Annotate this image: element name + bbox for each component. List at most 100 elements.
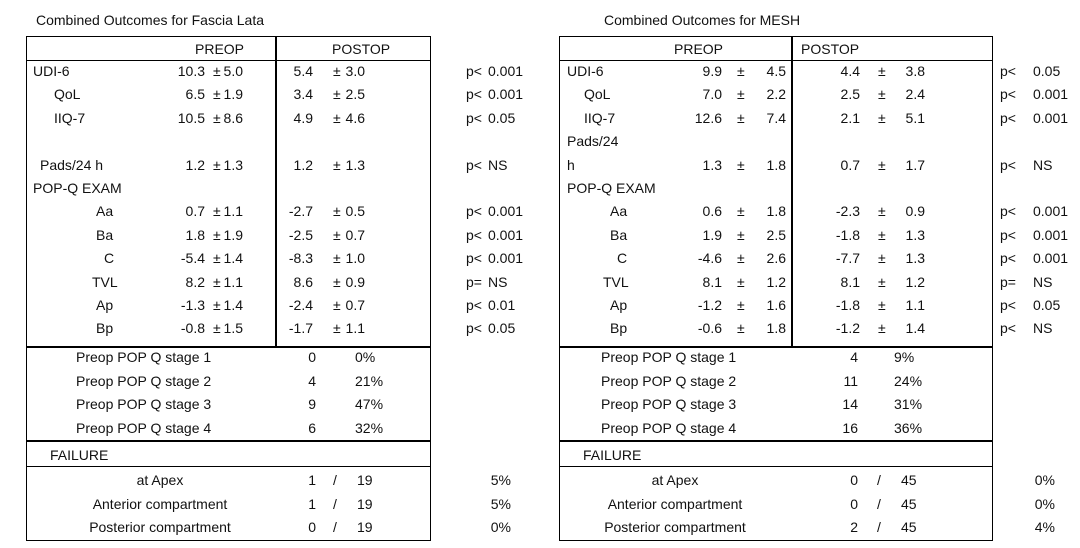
plus-minus: ± [878, 63, 886, 79]
p-value: NS [488, 156, 508, 173]
preop-header: PREOP [674, 41, 724, 57]
postop-sd: 5.1 [905, 109, 925, 126]
failure-divider [26, 440, 431, 442]
postop-sd: 1.4 [905, 320, 925, 337]
p-value: 0.05 [488, 320, 516, 337]
plus-minus: ± [737, 63, 745, 79]
postop-sd: 3.8 [905, 63, 925, 79]
p-operator: p= [1000, 273, 1016, 290]
preop-mean: 8.2 [185, 273, 205, 290]
failure-percent: 0% [1034, 472, 1055, 488]
row-label: POP-Q EXAM [33, 180, 122, 196]
plus-minus: ± [737, 320, 745, 337]
preop-sd: 5.0 [223, 63, 243, 79]
preop-mean: 1.8 [185, 226, 205, 243]
p-operator: p< [466, 86, 482, 103]
p-value: 0.01 [488, 297, 516, 313]
postop-mean: -2.4 [288, 297, 313, 313]
postop-mean: 5.4 [293, 63, 313, 79]
postop-mean: -7.7 [835, 250, 860, 267]
postop-mean: -1.8 [835, 226, 860, 243]
plus-minus: ± [213, 63, 221, 79]
row-label: QoL [54, 86, 81, 103]
postop-mean: -1.7 [288, 320, 313, 337]
p-value: NS [1033, 156, 1053, 173]
postop-mean: 8.6 [293, 273, 313, 290]
slash: / [877, 519, 881, 535]
p-operator: p< [466, 109, 482, 126]
p-operator: p< [1000, 86, 1016, 103]
postop-mean: -2.3 [835, 203, 860, 220]
failure-label: at Apex [136, 472, 184, 488]
p-operator: p= [466, 273, 482, 290]
preop-header: PREOP [195, 41, 245, 57]
plus-minus: ± [213, 86, 221, 103]
postop-sd: 0.5 [345, 203, 365, 220]
postop-sd: 0.9 [345, 273, 365, 290]
stages-divider [559, 346, 993, 348]
postop-header: POSTOP [332, 41, 391, 57]
plus-minus: ± [213, 273, 221, 290]
preop-sd: 1.8 [766, 203, 786, 220]
stage-percent: 24% [894, 372, 923, 389]
postop-sd: 0.7 [345, 226, 365, 243]
preop-mean: 10.3 [177, 63, 205, 79]
plus-minus: ± [737, 273, 745, 290]
failure-label: Anterior compartment [607, 495, 743, 512]
header-divider [26, 60, 431, 61]
preop-mean: -1.3 [180, 297, 205, 313]
preop-mean: 0.7 [185, 203, 205, 220]
row-label: Ba [96, 226, 114, 243]
stage-label: Preop POP Q stage 1 [601, 349, 737, 365]
postop-sd: 1.3 [345, 156, 365, 173]
p-value: 0.05 [1033, 63, 1061, 79]
row-label: IIQ-7 [584, 109, 616, 126]
failure-header-divider [26, 466, 431, 467]
plus-minus: ± [878, 226, 886, 243]
preop-mean: 1.2 [185, 156, 205, 173]
preop-postop-divider [791, 36, 793, 346]
plus-minus: ± [213, 226, 221, 243]
preop-mean: -1.2 [697, 297, 722, 313]
plus-minus: ± [737, 156, 745, 173]
p-value: 0.001 [488, 226, 524, 243]
preop-sd: 2.2 [766, 86, 786, 103]
stage-count: 16 [842, 419, 858, 436]
p-value: NS [1033, 273, 1053, 290]
stages-divider [26, 346, 431, 348]
postop-mean: -1.2 [835, 320, 860, 337]
plus-minus: ± [737, 250, 745, 267]
row-label: Pads/24 h [40, 156, 104, 173]
preop-mean: 12.6 [694, 109, 722, 126]
stage-count: 14 [842, 396, 858, 412]
plus-minus: ± [737, 86, 745, 103]
plus-minus: ± [333, 273, 341, 290]
p-operator: p< [466, 156, 482, 173]
p-value: 0.001 [488, 250, 524, 267]
failure-percent: 4% [1034, 519, 1055, 535]
stage-label: Preop POP Q stage 4 [601, 419, 737, 436]
postop-sd: 1.1 [345, 320, 365, 337]
p-operator: p< [1000, 63, 1016, 79]
postop-mean: 4.4 [840, 63, 860, 79]
preop-sd: 7.4 [766, 109, 786, 126]
plus-minus: ± [878, 320, 886, 337]
preop-sd: 1.8 [766, 156, 786, 173]
plus-minus: ± [333, 109, 341, 126]
row-label: Aa [610, 203, 628, 220]
stage-count: 9 [308, 396, 316, 412]
p-operator: p< [1000, 109, 1016, 126]
table-border [559, 36, 993, 541]
failure-header-divider [559, 466, 993, 467]
stage-percent: 21% [355, 372, 384, 389]
row-label: POP-Q EXAM [567, 180, 656, 196]
plus-minus: ± [333, 250, 341, 267]
stage-label: Preop POP Q stage 4 [76, 419, 212, 436]
stage-percent: 0% [355, 349, 376, 365]
row-label: TVL [603, 273, 629, 290]
p-operator: p< [466, 226, 482, 243]
row-label: C [104, 250, 115, 267]
p-operator: p< [1000, 156, 1016, 173]
postop-sd: 0.9 [905, 203, 925, 220]
preop-sd: 1.1 [223, 203, 243, 220]
